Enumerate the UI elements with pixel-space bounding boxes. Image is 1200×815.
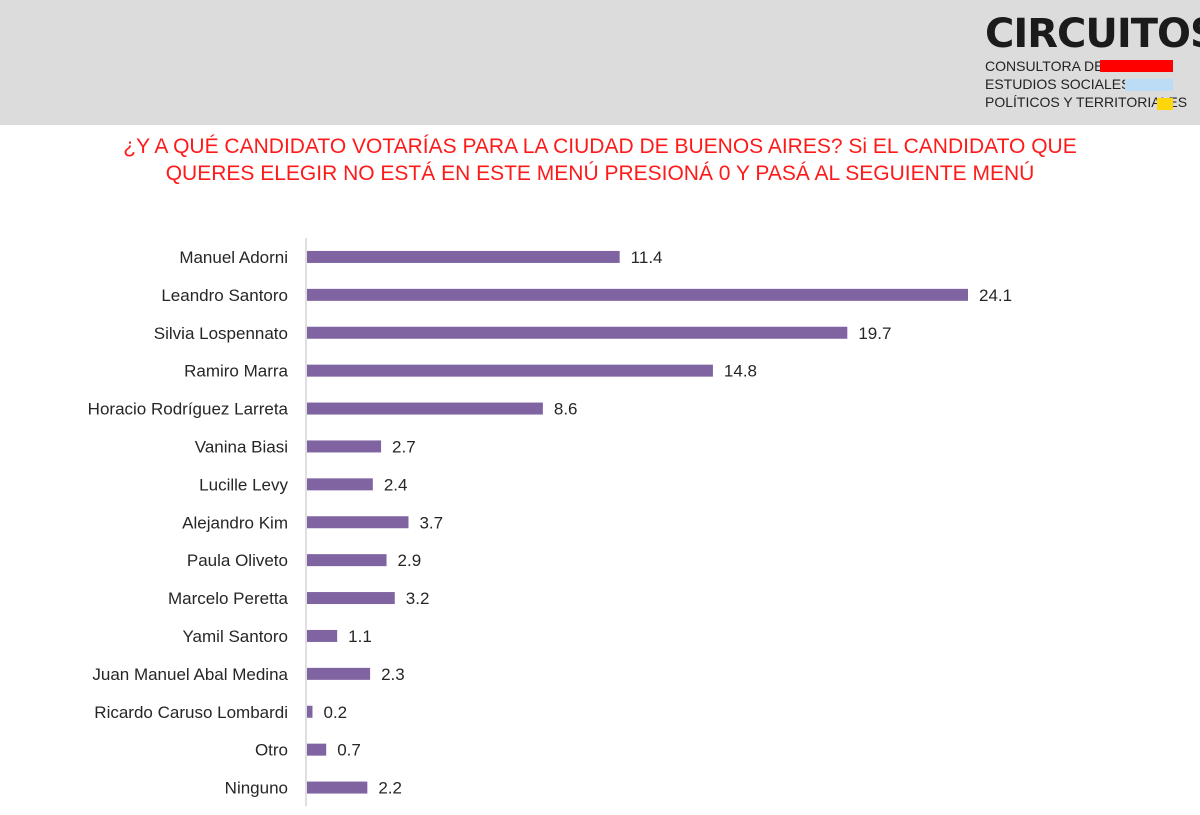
- value-label: 2.4: [384, 475, 408, 494]
- category-label: Lucille Levy: [199, 475, 288, 494]
- value-label: 0.2: [323, 703, 347, 722]
- bar: [307, 364, 713, 377]
- bar: [307, 667, 371, 680]
- logo-yellow-bar: [1157, 98, 1173, 110]
- bar: [307, 288, 968, 301]
- bar: [307, 478, 373, 491]
- logo-line-2: ESTUDIOS SOCIALES,: [985, 76, 1135, 92]
- value-label: 0.7: [337, 741, 361, 760]
- category-label: Silvia Lospennato: [154, 324, 288, 343]
- logo-line-1: CONSULTORA DE: [985, 58, 1104, 74]
- bar: [307, 440, 382, 453]
- bar: [307, 781, 368, 794]
- value-label: 19.7: [858, 324, 891, 343]
- bar: [307, 705, 313, 718]
- category-label: Otro: [255, 741, 288, 760]
- category-label: Ninguno: [225, 779, 288, 798]
- category-label: Leandro Santoro: [161, 286, 288, 305]
- logo-blue-bar: [1125, 79, 1173, 91]
- category-label: Ramiro Marra: [184, 362, 288, 381]
- category-label: Marcelo Peretta: [168, 589, 289, 608]
- bar: [307, 629, 338, 642]
- category-label: Horacio Rodríguez Larreta: [88, 400, 289, 419]
- chart-question-title: ¿Y A QUÉ CANDIDATO VOTARÍAS PARA LA CIUD…: [40, 133, 1160, 187]
- value-label: 8.6: [554, 400, 578, 419]
- logo-title: CIRCUITOS: [985, 11, 1200, 57]
- bar: [307, 402, 543, 415]
- logo-red-bar: [1100, 60, 1173, 72]
- category-label: Ricardo Caruso Lombardi: [94, 703, 288, 722]
- circuitos-logo: CIRCUITOS CONSULTORA DE ESTUDIOS SOCIALE…: [985, 12, 1200, 116]
- question-line-1: ¿Y A QUÉ CANDIDATO VOTARÍAS PARA LA CIUD…: [123, 135, 1077, 158]
- value-label: 2.7: [392, 437, 416, 456]
- bar: [307, 554, 387, 567]
- value-label: 3.7: [419, 513, 443, 532]
- logo-line-3: POLÍTICOS Y TERRITORIALES: [985, 94, 1188, 110]
- category-label: Paula Oliveto: [187, 551, 288, 570]
- value-label: 11.4: [631, 248, 663, 267]
- value-label: 14.8: [724, 362, 757, 381]
- bar: [307, 743, 327, 756]
- category-label: Alejandro Kim: [182, 513, 288, 532]
- bar: [307, 326, 848, 339]
- bar: [307, 250, 620, 263]
- value-label: 2.9: [398, 551, 422, 570]
- category-label: Juan Manuel Abal Medina: [92, 665, 288, 684]
- category-label: Yamil Santoro: [182, 627, 288, 646]
- bar-chart: Manuel Adorni 11.4 Leandro Santoro 24.1 Silv…: [88, 238, 1012, 807]
- question-line-2: QUERES ELEGIR NO ESTÁ EN ESTE MENÚ PRESI…: [165, 162, 1035, 185]
- value-label: 3.2: [406, 589, 430, 608]
- header-band: [0, 0, 1200, 125]
- value-label: 1.1: [348, 627, 372, 646]
- category-label: Vanina Biasi: [195, 437, 288, 456]
- value-label: 2.2: [378, 779, 402, 798]
- bar: [307, 592, 395, 605]
- bar: [307, 516, 409, 529]
- value-label: 2.3: [381, 665, 405, 684]
- value-label: 24.1: [979, 286, 1012, 305]
- category-label: Manuel Adorni: [179, 248, 288, 267]
